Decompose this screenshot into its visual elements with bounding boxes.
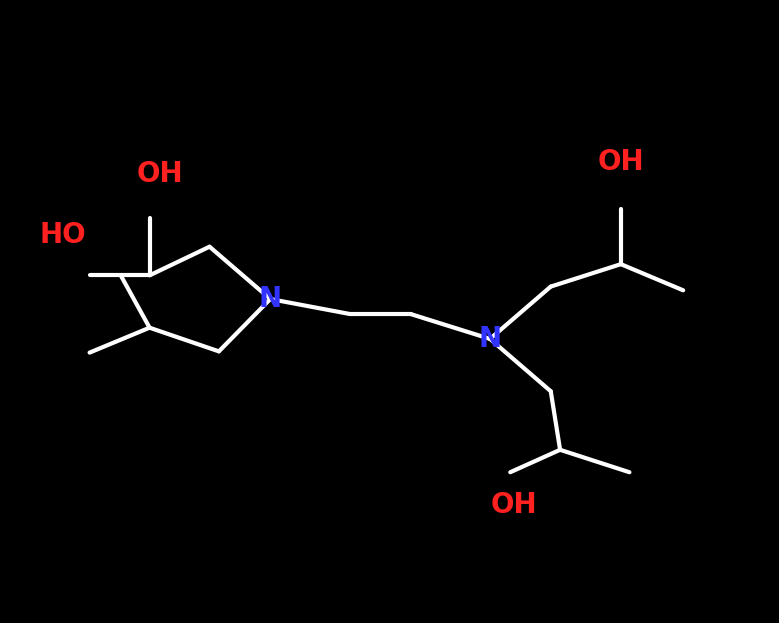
Text: OH: OH: [597, 148, 644, 176]
Text: N: N: [259, 285, 282, 313]
Text: N: N: [478, 325, 502, 353]
Text: OH: OH: [491, 491, 538, 518]
Text: HO: HO: [39, 222, 86, 249]
Text: OH: OH: [136, 161, 183, 188]
